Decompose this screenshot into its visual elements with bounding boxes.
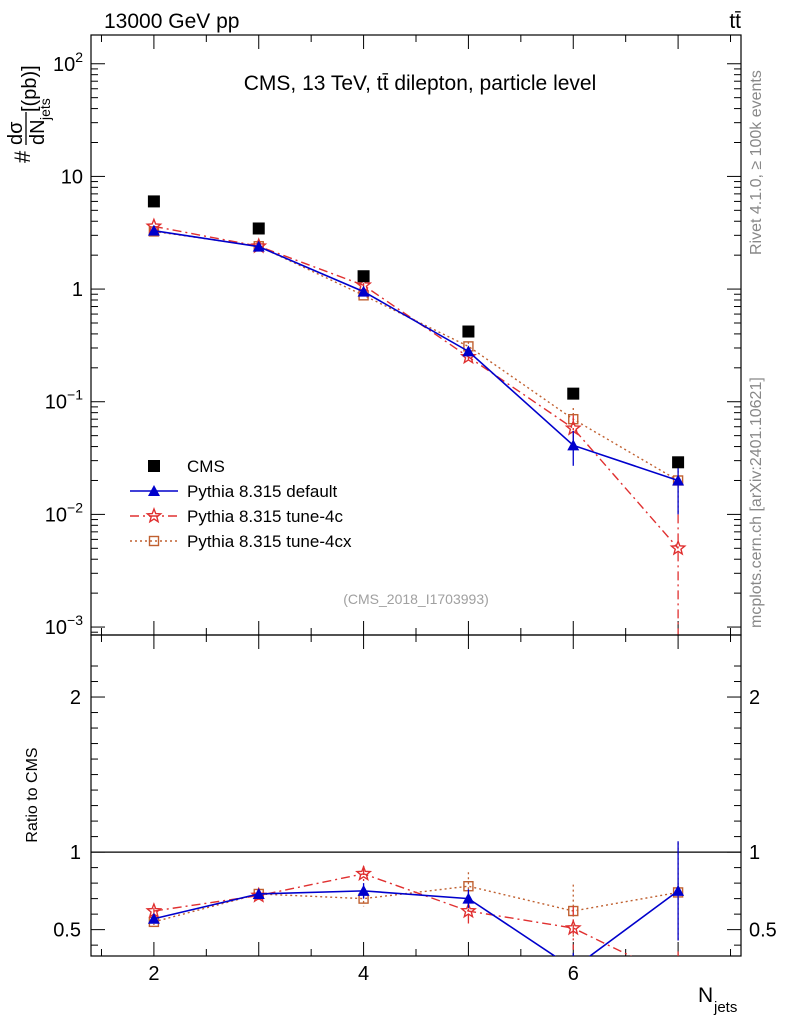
main-point-pythia-8-315-default [147, 224, 160, 236]
ratio-point-pythia-8-315-default [147, 912, 160, 924]
main-point-cms [672, 456, 685, 469]
x-label-sub: jets [713, 999, 737, 1016]
ratio-point-pythia-8-315-tune-4c [459, 902, 477, 919]
main-point-pythia-8-315-default [252, 240, 265, 252]
main-point-cms [357, 270, 370, 283]
legend-marker-pythia-8-315-tune-4c [145, 507, 163, 524]
ratio-y-tick-label-left: 1 [70, 842, 81, 864]
beam-label: 13000 GeV pp [104, 10, 239, 33]
x-label-main: N [698, 984, 713, 1007]
main-point-cms [567, 387, 580, 400]
y-tick-label: 1 [72, 279, 83, 301]
main-line-pythia-8-315-tune-4cx [153, 230, 679, 482]
rivet-label: Rivet 4.1.0, ≥ 100k events [748, 70, 765, 255]
y-label-denominator-sub: jets [37, 98, 53, 121]
main-panel: 10−3 10−2 10−1 1 10 102 CMS, 13 TeV, tt̄ dile… [45, 34, 742, 639]
process-label: tt̄ [729, 10, 741, 33]
legend-marker-pythia-8-315-default [148, 485, 160, 496]
legend-label-cms: CMS [187, 457, 225, 476]
y-tick-label: 102 [53, 49, 83, 76]
main-x-ticks [100, 35, 732, 635]
y-tick-label: 10 [61, 166, 83, 188]
ratio-point-pythia-8-315-default [462, 892, 475, 904]
x-axis-label: N jets [698, 984, 737, 1016]
legend: CMS Pythia 8.315 default Pythia 8.315 tune… [130, 457, 352, 551]
main-point-cms [252, 222, 265, 235]
legend-label-pythia-8-315-tune-4cx: Pythia 8.315 tune-4cx [187, 532, 352, 551]
legend-label-pythia-8-315-default: Pythia 8.315 default [187, 482, 338, 501]
ratio-y-tick-label-left: 2 [70, 687, 81, 709]
ratio-y-tick-label-left: 0.5 [53, 920, 81, 942]
ratio-point-pythia-8-315-tune-4c [671, 972, 684, 985]
x-tick-label: 6 [568, 963, 579, 985]
y-label-hash: # [10, 150, 35, 163]
y-label-denominator: dN [27, 119, 49, 145]
main-point-pythia-8-315-default [462, 345, 475, 357]
ratio-point-pythia-8-315-tune-4c [564, 919, 582, 936]
analysis-id: (CMS_2018_I1703993) [343, 591, 489, 607]
ratio-point-pythia-8-315-tune-4c [355, 864, 373, 882]
main-line-pythia-8-315-tune-4c [153, 225, 679, 549]
x-tick-label: 4 [358, 963, 369, 985]
main-y-axis-label: # dσ dN jets [(pb)] [5, 65, 53, 163]
y-label-numerator: dσ [5, 121, 27, 145]
y-label-units: [(pb)] [19, 65, 41, 112]
legend-label-pythia-8-315-tune-4c: Pythia 8.315 tune-4c [187, 507, 343, 526]
legend-marker-pythia-8-315-tune-4cx [148, 535, 160, 547]
ratio-point-pythia-8-315-default [357, 884, 370, 896]
ratio-y-label: Ratio to CMS [24, 747, 41, 842]
main-point-pythia-8-315-default [567, 439, 580, 451]
ratio-series [145, 841, 685, 985]
ratio-y-tick-label-right: 2 [749, 687, 760, 709]
main-series [145, 195, 687, 635]
ratio-ticks: 2 4 6 0.5 0.5 1 1 2 2 [53, 635, 777, 985]
y-tick-label: 10−2 [45, 499, 83, 526]
main-y-ticks: 10−3 10−2 10−1 1 10 102 [45, 49, 741, 639]
main-point-pythia-8-315-default [672, 474, 685, 486]
y-tick-label: 10−1 [45, 387, 83, 414]
ratio-line-pythia-8-315-tune-4c [153, 873, 633, 956]
ratio-panel: 2 4 6 0.5 0.5 1 1 2 2 Ratio to CMS [24, 634, 777, 985]
ratio-y-tick-label-right: 1 [749, 842, 760, 864]
ratio-point-pythia-8-315-default [672, 884, 685, 896]
main-point-cms [147, 195, 160, 208]
main-point-pythia-8-315-tune-4c [669, 539, 687, 556]
ratio-plot-frame [90, 634, 742, 957]
ratio-y-tick-label-right: 0.5 [749, 920, 777, 942]
legend-marker-cms [148, 460, 160, 472]
main-point-cms [462, 325, 475, 338]
ratio-point-pythia-8-315-default [252, 887, 265, 899]
main-point-pythia-8-315-default [357, 285, 370, 297]
ratio-line-pythia-8-315-default [153, 890, 679, 956]
mcplots-label: mcplots.cern.ch [arXiv:2401.10621] [748, 377, 765, 628]
main-title: CMS, 13 TeV, tt̄ dilepton, particle leve… [244, 72, 597, 95]
x-tick-label: 2 [148, 963, 159, 985]
y-tick-label: 10−3 [45, 612, 83, 639]
main-line-pythia-8-315-default [153, 229, 679, 482]
ratio-line-pythia-8-315-tune-4cx [153, 885, 679, 923]
